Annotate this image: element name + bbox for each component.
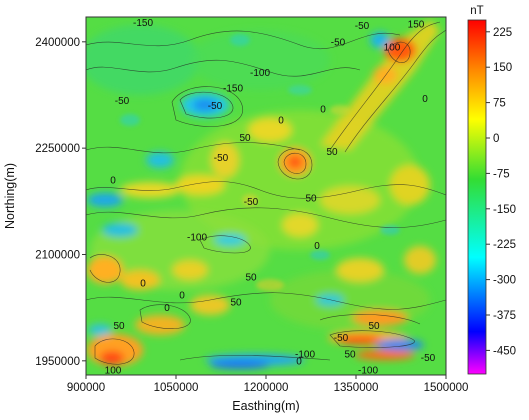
contour-lines [86,21,446,365]
contour-label: -50 [355,21,370,32]
contour-label: 100 [105,366,122,377]
colorbar-tick-label: 75 [493,98,506,110]
y-tick-label: 2100000 [35,249,80,261]
colorbar-tick-label: -450 [493,345,516,357]
x-tick-label: 1200000 [244,382,289,394]
contour-label: 50 [113,321,125,332]
contour-label: -50 [244,197,259,208]
contour-label: 0 [110,176,116,187]
colorbar-tick-label: -300 [493,275,516,287]
contour-label: -50 [334,333,349,344]
contour-label: -50 [214,153,229,164]
contour-label: -150 [133,18,153,29]
colorbar-unit: nT [470,5,483,17]
contour-label: 0 [164,303,170,314]
colorbar-tick-label: -150 [493,204,516,216]
contour-label: 0 [296,356,302,367]
contour-label: -150 [223,83,243,94]
x-tick-label: 1500000 [424,382,469,394]
contour-label: -50 [208,101,223,112]
contour-label: 50 [368,321,380,332]
x-tick-label: 900000 [67,382,105,394]
contour-label: 0 [314,241,320,252]
contour-label: 50 [344,349,356,360]
contour-label: 50 [239,133,251,144]
contour-label: -50 [331,37,346,48]
contour-label: -100 [187,232,207,243]
contour-label: -100 [250,68,270,79]
colorbar-gradient [467,19,487,375]
y-tick-label: 2250000 [35,143,80,155]
contour-label: -100 [358,366,378,377]
y-axis-title: Northing(m) [3,163,17,229]
plot-area: -150 -50 150-50 100-100-150-50-50 05000-5050… [35,16,469,394]
x-tick-label: 1350000 [334,382,379,394]
colorbar-ticks: 225 150 75 0 -75 -150 -225 -300 -375 -450 [486,27,516,357]
x-tick-label: 1050000 [154,382,199,394]
colorbar-tick-label: -225 [493,239,516,251]
contour-label: 0 [140,278,146,289]
contour-label: 50 [245,273,257,284]
contour-label: -50 [115,96,130,107]
contour-label-layer: -150 -50 150-50 100-100-150-50-50 05000-5050… [105,18,436,376]
contour-label: 0 [422,94,428,105]
colorbar: nT 225 150 75 0 -75 -150 -225 -300 -375 -450 [467,5,516,375]
y-tick-label: 1950000 [35,356,80,368]
colorbar-tick-label: 225 [493,27,512,39]
x-axis: 900000 1050000 1200000 1350000 1500000 [67,375,469,394]
y-axis: 1950000 2100000 2250000 2400000 [35,37,86,368]
anomaly-raster [86,17,446,375]
contour-label: -50 [421,353,436,364]
x-axis-title: Easthing(m) [232,399,299,413]
colorbar-tick-label: -375 [493,310,516,322]
colorbar-tick-label: 150 [493,62,512,74]
contour-label: 0 [320,105,326,116]
contour-label: 50 [305,193,317,204]
contour-label: 50 [230,298,242,309]
y-tick-label: 2400000 [35,37,80,49]
colorbar-tick-label: 0 [493,133,499,145]
contour-label: 50 [326,147,338,158]
colorbar-tick-label: -75 [493,168,510,180]
contour-label: 0 [278,115,284,126]
contour-label: 0 [179,290,185,301]
contour-label: 150 [408,20,425,31]
contour-label: -100 [295,349,315,360]
contour-label: 100 [384,42,401,53]
